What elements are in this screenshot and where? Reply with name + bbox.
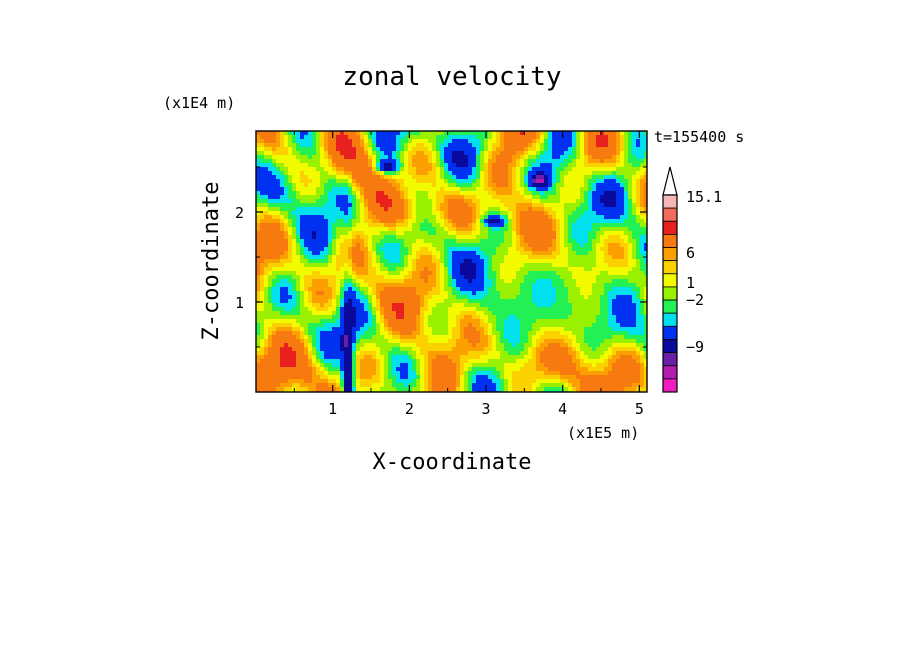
colorbar-overflow-triangle xyxy=(662,166,678,196)
colorbar xyxy=(662,166,678,393)
x-tick-label-2: 2 xyxy=(405,400,414,418)
colorbar-label-1: 1 xyxy=(686,274,695,292)
colorbar-bin-10 xyxy=(662,325,678,340)
colorbar-bin-5 xyxy=(662,260,678,275)
colorbar-bin-2 xyxy=(662,220,678,235)
colorbar-bin-8 xyxy=(662,299,678,314)
colorbar-bin-6 xyxy=(662,273,678,288)
colorbar-bin-9 xyxy=(662,312,678,327)
colorbar-labels: 15.1 6 1 −2 −9 xyxy=(686,188,722,356)
x-axis: 1 2 3 4 5 xyxy=(293,131,644,418)
colorbar-bin-7 xyxy=(662,286,678,301)
colorbar-bin-1 xyxy=(662,207,678,222)
x-tick-label-1: 1 xyxy=(328,400,337,418)
y-axis-label: Z-coordinate xyxy=(199,182,224,341)
colorbar-bin-3 xyxy=(662,233,678,248)
time-label: t=155400 s xyxy=(654,128,744,146)
colorbar-label-minus9: −9 xyxy=(686,338,704,356)
colorbar-bin-11 xyxy=(662,339,678,354)
colorbar-bin-0 xyxy=(662,194,678,209)
colorbar-frame xyxy=(662,194,678,393)
colorbar-bin-13 xyxy=(662,365,678,380)
y-tick-label-2: 2 xyxy=(235,204,244,222)
x-axis-label: X-coordinate xyxy=(373,450,532,475)
y-tick-label-1: 1 xyxy=(235,294,244,312)
colorbar-label-6: 6 xyxy=(686,244,695,262)
colorbar-bin-4 xyxy=(662,247,678,262)
colorbar-label-max: 15.1 xyxy=(686,188,722,206)
x-tick-label-4: 4 xyxy=(558,400,567,418)
colorbar-label-minus2: −2 xyxy=(686,291,704,309)
x-tick-label-5: 5 xyxy=(635,400,644,418)
y-axis: 12 xyxy=(235,166,647,348)
colorbar-bin-14 xyxy=(662,378,678,393)
heatmap-field xyxy=(256,131,647,392)
chart-title: zonal velocity xyxy=(342,62,561,92)
plot-frame xyxy=(255,130,648,393)
x-tick-label-3: 3 xyxy=(481,400,490,418)
colorbar-bin-12 xyxy=(662,352,678,367)
y-unit-label: (x1E4 m) xyxy=(163,94,235,112)
x-unit-label: (x1E5 m) xyxy=(567,424,639,442)
